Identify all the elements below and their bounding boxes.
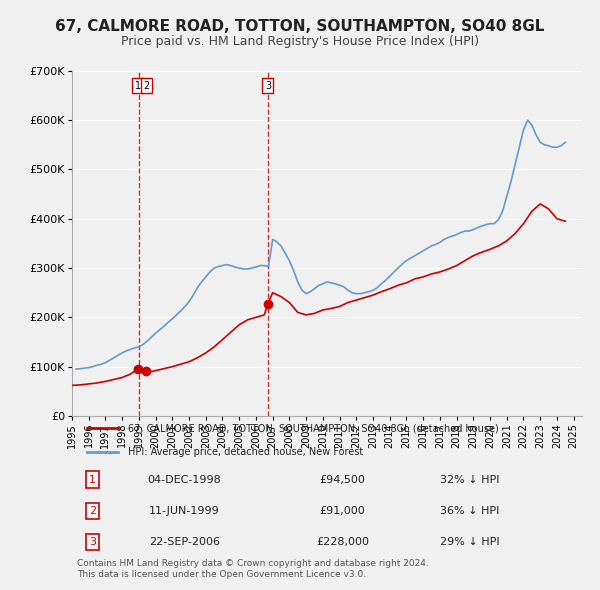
- Text: £94,500: £94,500: [319, 475, 365, 485]
- Text: 67, CALMORE ROAD, TOTTON, SOUTHAMPTON, SO40 8GL: 67, CALMORE ROAD, TOTTON, SOUTHAMPTON, S…: [55, 19, 545, 34]
- Text: 29% ↓ HPI: 29% ↓ HPI: [440, 537, 500, 547]
- Text: This data is licensed under the Open Government Licence v3.0.: This data is licensed under the Open Gov…: [77, 569, 366, 579]
- Text: 1: 1: [89, 475, 96, 485]
- Text: HPI: Average price, detached house, New Forest: HPI: Average price, detached house, New …: [128, 447, 364, 457]
- Text: 3: 3: [89, 537, 96, 547]
- Text: 36% ↓ HPI: 36% ↓ HPI: [440, 506, 499, 516]
- Text: 11-JUN-1999: 11-JUN-1999: [149, 506, 220, 516]
- Text: 04-DEC-1998: 04-DEC-1998: [148, 475, 221, 485]
- Text: 67, CALMORE ROAD, TOTTON, SOUTHAMPTON, SO40 8GL (detached house): 67, CALMORE ROAD, TOTTON, SOUTHAMPTON, S…: [128, 423, 499, 433]
- Text: Contains HM Land Registry data © Crown copyright and database right 2024.: Contains HM Land Registry data © Crown c…: [77, 559, 429, 568]
- Text: 32% ↓ HPI: 32% ↓ HPI: [440, 475, 500, 485]
- Text: 2: 2: [89, 506, 96, 516]
- Text: 22-SEP-2006: 22-SEP-2006: [149, 537, 220, 547]
- Text: Price paid vs. HM Land Registry's House Price Index (HPI): Price paid vs. HM Land Registry's House …: [121, 35, 479, 48]
- Text: 3: 3: [265, 81, 271, 91]
- Text: 1: 1: [134, 81, 140, 91]
- Text: 2: 2: [143, 81, 149, 91]
- Text: £228,000: £228,000: [316, 537, 369, 547]
- Text: £91,000: £91,000: [319, 506, 365, 516]
